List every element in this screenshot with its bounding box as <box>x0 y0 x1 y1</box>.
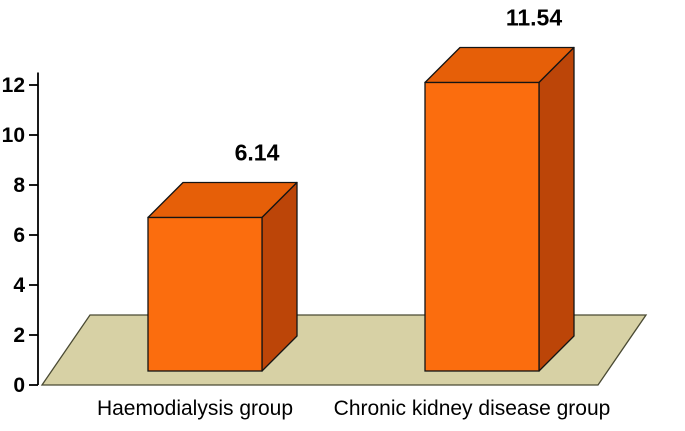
bar-value-label: 6.14 <box>235 140 280 166</box>
y-tick-label: 6 <box>13 224 25 247</box>
y-tick-label: 12 <box>2 74 25 97</box>
y-tick-label: 0 <box>13 374 25 397</box>
category-label: Chronic kidney disease group <box>334 397 611 420</box>
bar-front-face <box>147 216 263 372</box>
bar-front-face <box>424 81 540 372</box>
bar-side-face <box>538 46 575 372</box>
bar-value-label: 11.54 <box>506 5 562 31</box>
category-label: Haemodialysis group <box>97 397 293 420</box>
y-tick-label: 10 <box>2 124 25 147</box>
y-tick-label: 8 <box>13 174 25 197</box>
y-tick-label: 2 <box>13 324 25 347</box>
y-tick-label: 4 <box>13 274 25 297</box>
